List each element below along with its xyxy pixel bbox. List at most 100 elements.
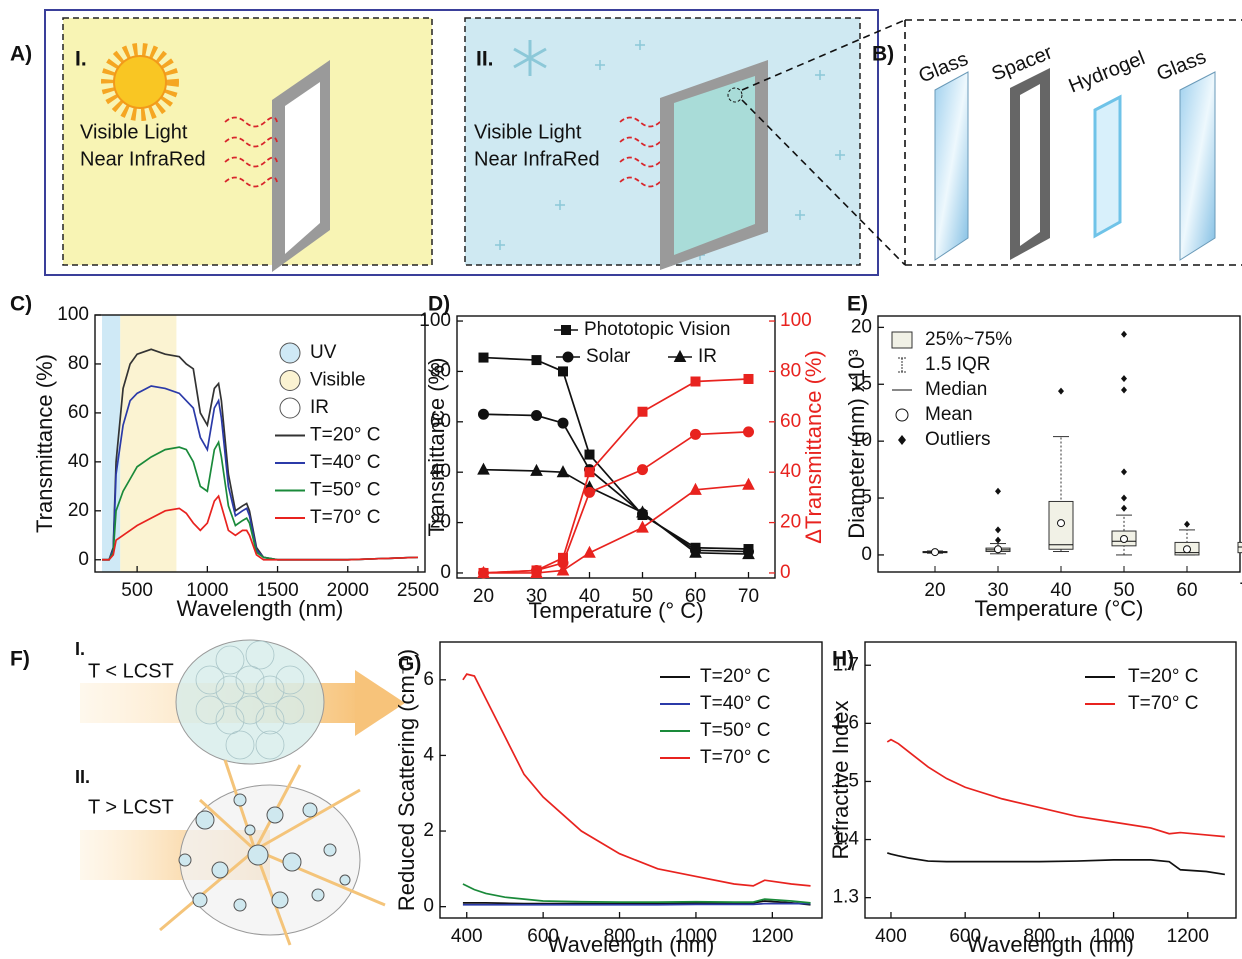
- glass-pane: [935, 72, 968, 260]
- data-marker: [743, 479, 754, 490]
- panel-label: F): [10, 648, 30, 671]
- x-tick-label: 20: [924, 580, 945, 601]
- series-line: [484, 414, 749, 551]
- x-tick-label: 70: [738, 586, 759, 607]
- x-tick-label: 50: [1113, 580, 1134, 601]
- box: [1238, 542, 1242, 552]
- legend-label: T=20° C: [1128, 666, 1198, 687]
- outlier: [1121, 495, 1127, 502]
- x-axis-label: Wavelength (nm): [548, 932, 715, 957]
- y-axis-label: Transmittance (%): [32, 354, 57, 533]
- mean: [1058, 520, 1065, 527]
- legend-label: T=20° C: [700, 666, 770, 687]
- legend-label: T=50° C: [700, 720, 770, 741]
- x-tick-label: 500: [121, 580, 153, 601]
- state-condition: T > LCST: [88, 796, 174, 818]
- legend-label: Mean: [925, 404, 973, 425]
- series-line: [484, 432, 749, 573]
- legend-swatch: [892, 332, 912, 348]
- x-tick-label: 1200: [751, 926, 793, 947]
- y-tick-label: 1.3: [833, 887, 859, 908]
- y-tick-label: 80: [68, 353, 89, 374]
- data-marker: [744, 427, 754, 437]
- legend-swatch: [280, 343, 300, 363]
- scene-text: Near InfraRed: [80, 148, 206, 170]
- y-axis-label: Transmittance (%): [424, 358, 449, 537]
- figure: A) B) C) D) E) F) G) H) I. Visible Light…: [0, 0, 1242, 959]
- legend-label: Visible: [310, 370, 366, 391]
- state-condition: T < LCST: [88, 660, 174, 682]
- y-tick-label: 40: [68, 451, 89, 472]
- data-marker: [585, 487, 595, 497]
- outlier: [1184, 521, 1190, 528]
- y-axis-label: Reduced Scattering (cm⁻¹): [394, 649, 419, 911]
- data-marker: [532, 411, 542, 421]
- outlier: [995, 526, 1001, 533]
- legend-label: Phototopic Vision: [584, 319, 730, 340]
- data-marker: [584, 547, 595, 558]
- y-tick-label: 1.7: [833, 654, 859, 675]
- legend-swatch: [280, 371, 300, 391]
- y2-tick-label: 20: [780, 512, 801, 533]
- spacer-opening: [1020, 84, 1040, 246]
- y2-axis-label: ΔTransmittance (%): [801, 350, 826, 544]
- legend-swatch: [898, 435, 906, 445]
- y-tick-label: 6: [423, 669, 434, 690]
- scene-text: Visible Light: [474, 121, 582, 143]
- data-marker: [637, 522, 648, 533]
- y-tick-label: 0: [861, 544, 872, 565]
- y-axis-label: Refractive Index: [828, 701, 853, 860]
- data-marker: [479, 409, 489, 419]
- data-marker: [532, 356, 541, 365]
- mean: [995, 546, 1002, 553]
- outlier: [995, 488, 1001, 495]
- window-pane: [674, 76, 755, 255]
- x-tick-label: 20: [473, 586, 494, 607]
- x-tick-label: 30: [987, 580, 1008, 601]
- y-tick-label: 20: [851, 316, 872, 337]
- y-tick-label: 4: [423, 744, 434, 765]
- y-axis-label: Diameter (nm) x10³: [844, 349, 869, 538]
- y-tick-label: 100: [57, 304, 89, 325]
- series-line: [484, 379, 749, 573]
- y2-tick-label: 100: [780, 310, 812, 331]
- scene-numeral: I.: [75, 48, 87, 71]
- outlier: [995, 537, 1001, 544]
- legend-label: Solar: [586, 346, 631, 367]
- x-tick-label: 60: [1176, 580, 1197, 601]
- legend-label: Median: [925, 379, 987, 400]
- data-marker: [479, 353, 488, 362]
- data-marker: [744, 374, 753, 383]
- legend-label: T=50° C: [310, 480, 380, 501]
- outlier: [1121, 505, 1127, 512]
- y-tick-label: 60: [68, 402, 89, 423]
- panel-label: A): [10, 43, 32, 66]
- panel-label: B): [872, 43, 894, 66]
- legend-label: T=40° C: [700, 693, 770, 714]
- x-tick-label: 40: [1050, 580, 1071, 601]
- legend-label: T=20° C: [310, 425, 380, 446]
- data-marker: [558, 418, 568, 428]
- legend-swatch: [280, 398, 300, 418]
- hydrogel: [1095, 97, 1120, 236]
- x-tick-label: 400: [875, 926, 907, 947]
- data-marker: [585, 468, 594, 477]
- data-marker: [563, 352, 573, 362]
- x-axis-label: Wavelength (nm): [177, 596, 344, 621]
- series-line: [484, 485, 749, 573]
- legend-label: IR: [310, 397, 329, 418]
- data-marker: [691, 377, 700, 386]
- mean: [932, 549, 939, 556]
- state-numeral: II.: [75, 767, 90, 787]
- outlier: [1121, 375, 1127, 382]
- y2-tick-label: 40: [780, 461, 801, 482]
- legend-label: UV: [310, 342, 337, 363]
- series-line: [484, 470, 749, 554]
- outlier: [1121, 386, 1127, 393]
- outlier: [1121, 468, 1127, 475]
- data-marker: [585, 450, 594, 459]
- panel-label: E): [847, 293, 868, 316]
- data-marker: [691, 429, 701, 439]
- y-tick-label: 0: [440, 562, 451, 583]
- scene-numeral: II.: [476, 48, 494, 71]
